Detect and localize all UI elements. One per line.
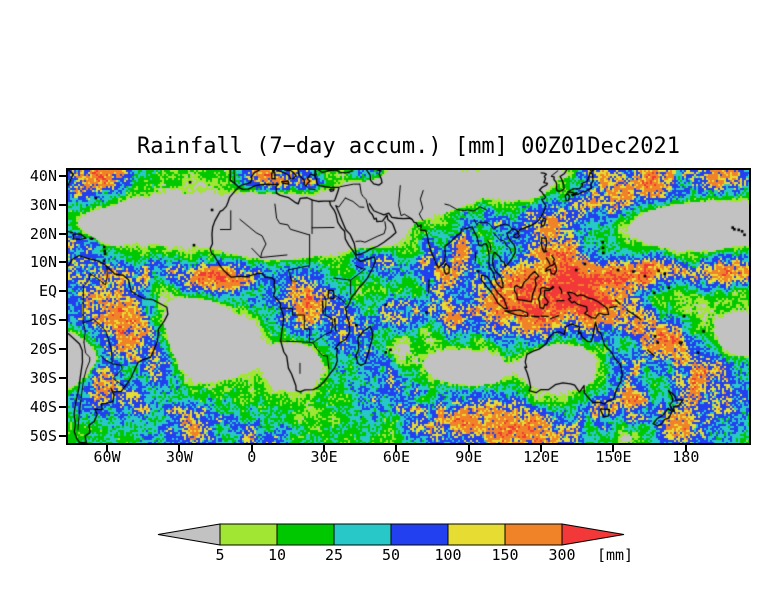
lat-tick bbox=[59, 319, 66, 322]
lat-tick-label: 40S bbox=[29, 397, 57, 416]
colorbar-arrow-low bbox=[157, 523, 221, 546]
lat-tick bbox=[59, 377, 66, 379]
lon-tick-label: 60W bbox=[93, 448, 121, 466]
colorbar-tick-label: 150 bbox=[491, 546, 519, 564]
lon-tick bbox=[540, 445, 543, 452]
lon-tick bbox=[612, 445, 615, 452]
lat-tick bbox=[59, 203, 66, 206]
lat-tick bbox=[59, 290, 66, 293]
colorbar-segment bbox=[447, 523, 506, 546]
plot-title: Rainfall (7−day accum.) [mm] 00Z01Dec202… bbox=[136, 134, 681, 159]
colorbar-tick-label: 25 bbox=[324, 546, 344, 564]
lat-tick bbox=[59, 232, 66, 235]
lat-tick-label: 10S bbox=[29, 311, 57, 330]
lon-tick-label: 60E bbox=[382, 448, 410, 466]
lon-tick-label: 30E bbox=[310, 448, 338, 466]
rainfall-map-canvas bbox=[68, 170, 749, 443]
colorbar bbox=[157, 523, 625, 546]
lon-tick bbox=[684, 445, 687, 452]
lon-tick-label: 120E bbox=[523, 448, 560, 466]
lon-tick-label: 90E bbox=[455, 448, 483, 466]
lon-tick-label: 180 bbox=[672, 448, 700, 466]
lat-tick-label: 50S bbox=[29, 426, 57, 445]
lat-tick-label: 20S bbox=[29, 340, 57, 359]
lon-tick bbox=[178, 445, 181, 452]
lat-tick-label: EQ bbox=[38, 282, 57, 301]
colorbar-tick-label: 100 bbox=[434, 546, 462, 564]
colorbar-tick-label: 300 bbox=[548, 546, 576, 564]
map-frame bbox=[66, 168, 751, 445]
lat-tick bbox=[59, 434, 66, 437]
colorbar-tick-label: 10 bbox=[267, 546, 287, 564]
lon-tick-label: 30W bbox=[165, 448, 193, 466]
lat-tick-label: 10N bbox=[29, 253, 57, 272]
lat-tick bbox=[59, 405, 66, 408]
colorbar-segment bbox=[276, 523, 335, 546]
lat-tick-label: 20N bbox=[29, 224, 57, 243]
colorbar-unit-label: [mm] bbox=[596, 546, 634, 564]
lat-tick-label: 30N bbox=[29, 195, 57, 214]
colorbar-segment bbox=[333, 523, 392, 546]
colorbar-segment bbox=[504, 523, 563, 546]
lat-tick bbox=[59, 261, 66, 264]
lon-tick bbox=[106, 445, 109, 452]
lon-tick-label: 0 bbox=[247, 448, 257, 466]
colorbar-arrow-high bbox=[561, 523, 625, 546]
colorbar-tick-label: 50 bbox=[381, 546, 401, 564]
lat-tick bbox=[59, 348, 66, 351]
lon-tick-label: 150E bbox=[595, 448, 632, 466]
colorbar-segment bbox=[219, 523, 278, 546]
lon-tick bbox=[323, 445, 326, 452]
colorbar-segment bbox=[390, 523, 449, 546]
lat-tick-label: 30S bbox=[29, 369, 57, 387]
lon-tick bbox=[250, 445, 253, 452]
lon-tick bbox=[467, 445, 470, 452]
colorbar-tick-label: 5 bbox=[215, 546, 225, 564]
lon-tick bbox=[395, 445, 398, 452]
lat-tick-label: 40N bbox=[29, 166, 57, 185]
lat-tick bbox=[59, 174, 66, 177]
